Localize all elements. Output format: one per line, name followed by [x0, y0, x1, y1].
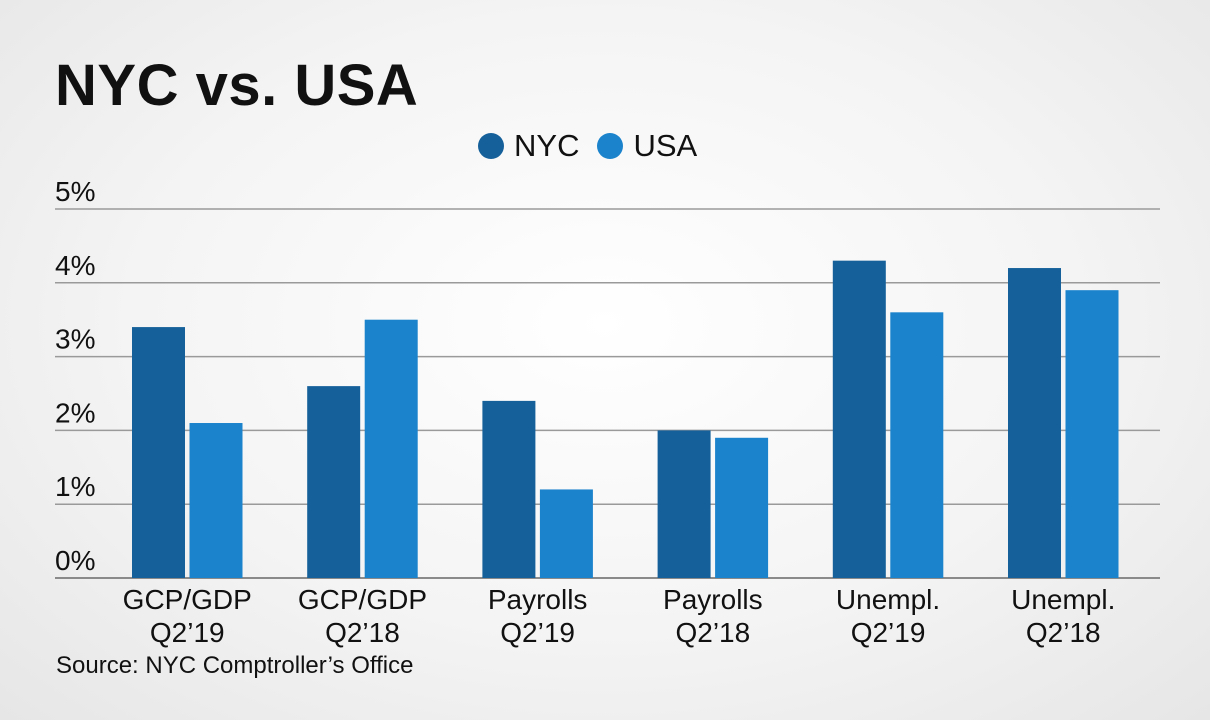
x-category-label: Unempl. — [836, 584, 940, 615]
x-category-label: GCP/GDP — [298, 584, 427, 615]
x-category-label: GCP/GDP — [123, 584, 252, 615]
chart-title: NYC vs. USA — [55, 53, 419, 118]
bar-nyc-5 — [1008, 268, 1061, 578]
x-category-sublabel: Q2’19 — [150, 617, 225, 648]
bar-usa-4 — [890, 312, 944, 578]
y-tick-label: 5% — [55, 176, 95, 207]
legend: NYC USA — [478, 128, 697, 164]
x-category-sublabel: Q2’19 — [500, 617, 575, 648]
legend-swatch-nyc — [478, 133, 504, 159]
y-tick-label: 2% — [55, 397, 95, 428]
bar-usa-2 — [539, 489, 593, 578]
x-category-label: Payrolls — [663, 584, 763, 615]
x-category-sublabel: Q2’18 — [1026, 617, 1101, 648]
bar-usa-5 — [1065, 290, 1119, 578]
y-tick-label: 3% — [55, 324, 95, 355]
y-tick-label: 1% — [55, 471, 95, 502]
source-note: Source: NYC Comptroller’s Office — [56, 652, 414, 679]
legend-label-usa: USA — [633, 128, 698, 163]
legend-swatch-usa — [597, 133, 624, 159]
x-category-sublabel: Q2’18 — [675, 617, 750, 648]
bar-usa-0 — [189, 423, 243, 578]
bar-usa-1 — [364, 319, 418, 578]
bar-nyc-4 — [832, 260, 886, 578]
x-category-label: Unempl. — [1011, 584, 1115, 615]
legend-item-usa: USA — [597, 128, 697, 164]
bar-nyc-1 — [307, 386, 361, 578]
legend-label-nyc: NYC — [514, 128, 580, 163]
x-category-sublabel: Q2’19 — [851, 617, 926, 648]
x-category-label: Payrolls — [488, 584, 588, 615]
y-tick-label: 4% — [55, 250, 95, 281]
x-category-sublabel: Q2’18 — [325, 617, 400, 648]
bar-usa-3 — [715, 437, 769, 578]
bar-nyc-2 — [482, 400, 536, 578]
y-tick-label: 0% — [55, 545, 95, 576]
bar-nyc-0 — [132, 327, 185, 578]
legend-item-nyc: NYC — [478, 128, 579, 164]
bar-nyc-3 — [657, 430, 711, 578]
